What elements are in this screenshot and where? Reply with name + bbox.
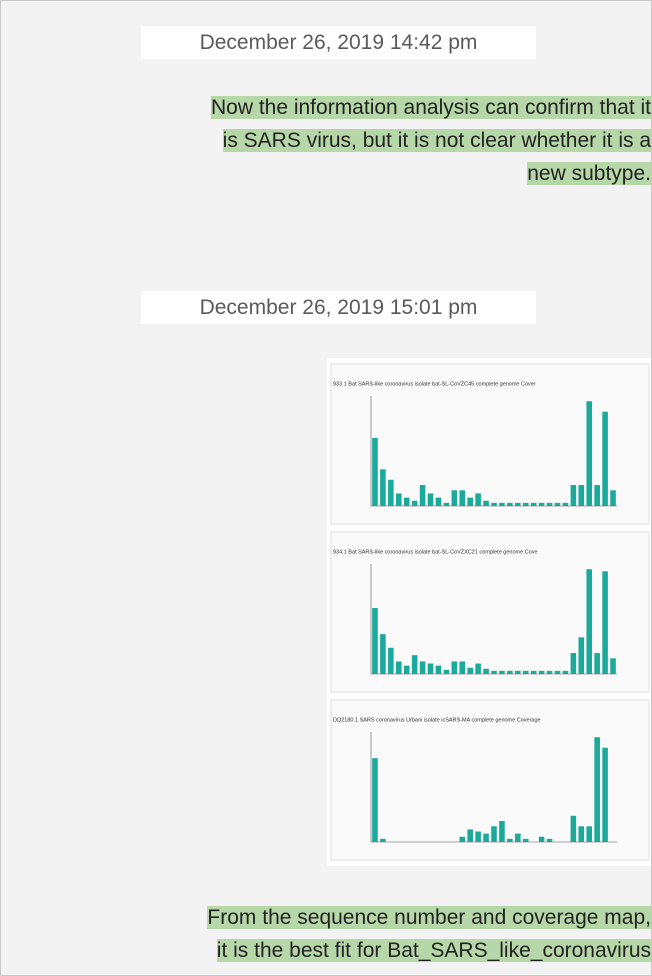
bar [380,469,386,506]
bar [475,663,481,674]
panel [330,363,650,525]
bar [499,670,505,674]
bar [562,670,569,674]
panel-title: DQ2180.1 SARS coronavirus Urbani isolate… [333,717,541,723]
bar [554,670,561,674]
bar [380,838,386,842]
bar [578,637,585,674]
bar [530,670,537,674]
bar [411,655,418,674]
bar [586,569,593,674]
bar [522,670,529,674]
panel-title: 934.1 Bat SARS-like coronavirus isolate … [333,549,538,555]
bar [419,485,426,506]
message-line: is SARS virus, but it is not clear wheth… [222,129,651,152]
bar [562,502,569,506]
bar [507,502,513,506]
panel-title: 933.1 Bat SARS-like coronavirus isolate … [333,381,536,387]
bar [435,497,442,506]
bar [467,497,473,506]
bar [515,502,521,506]
timestamp: December 26, 2019 15:01 pm [141,291,536,324]
message-line: From the sequence number and coverage ma… [207,906,651,929]
bar [403,497,410,506]
bar [483,500,489,506]
bar [507,670,513,674]
bar [395,661,402,674]
bar [475,831,481,842]
bar [467,667,473,674]
bar [499,821,505,842]
image-attachment: 933.1 Bat SARS-like coronavirus isolate … [327,358,651,866]
bar [515,833,521,842]
message: From the sequence number and coverage ma… [31,901,651,967]
bar [515,670,521,674]
bar [594,737,600,842]
bar [372,437,378,506]
bar [594,653,600,674]
bar [411,500,418,506]
bar [522,838,529,842]
bar [610,658,616,674]
bar [570,815,577,842]
bar [443,669,450,674]
bar [538,836,545,842]
bar [570,653,577,674]
message-line: it is the best fit for Bat_SARS_like_cor… [216,939,651,962]
bar [427,663,434,674]
bar [586,401,593,506]
bar [602,747,608,842]
bar [522,502,529,506]
panel [330,699,650,861]
bar [475,493,481,506]
bar [388,479,394,506]
bar [507,838,513,842]
bar [602,411,608,506]
bar [388,647,394,674]
bar [546,502,553,506]
bar [435,665,442,674]
bar [395,493,402,506]
bar [483,833,489,842]
bar [578,826,585,842]
message-line: new subtype. [527,162,651,185]
bar [570,485,577,506]
bar [578,485,585,506]
bar [443,502,450,506]
bar [372,758,378,842]
coverage-figure: 933.1 Bat SARS-like coronavirus isolate … [330,363,650,861]
message: Now the information analysis can confirm… [31,91,651,190]
bar [459,836,466,842]
bar [491,826,497,842]
bar [499,502,505,506]
bar [602,571,608,674]
bar [483,668,489,674]
bar [491,670,497,674]
bar [530,502,537,506]
bar [546,670,553,674]
bar [554,502,561,506]
bar [610,490,616,506]
bar [538,670,545,674]
bar [451,661,458,674]
bar [491,502,497,506]
message-line: Now the information analysis can confirm… [210,96,651,119]
bar [459,661,466,674]
panel [330,531,650,693]
timestamp: December 26, 2019 14:42 pm [141,26,536,59]
bar [403,665,410,674]
bar [546,838,553,842]
bar [586,826,593,842]
bar [467,829,473,842]
bar [427,493,434,506]
bar [372,608,378,674]
bar [380,634,386,674]
bar [594,485,600,506]
bar [538,502,545,506]
bar [419,661,426,674]
bar [459,490,466,506]
bar [451,490,458,506]
